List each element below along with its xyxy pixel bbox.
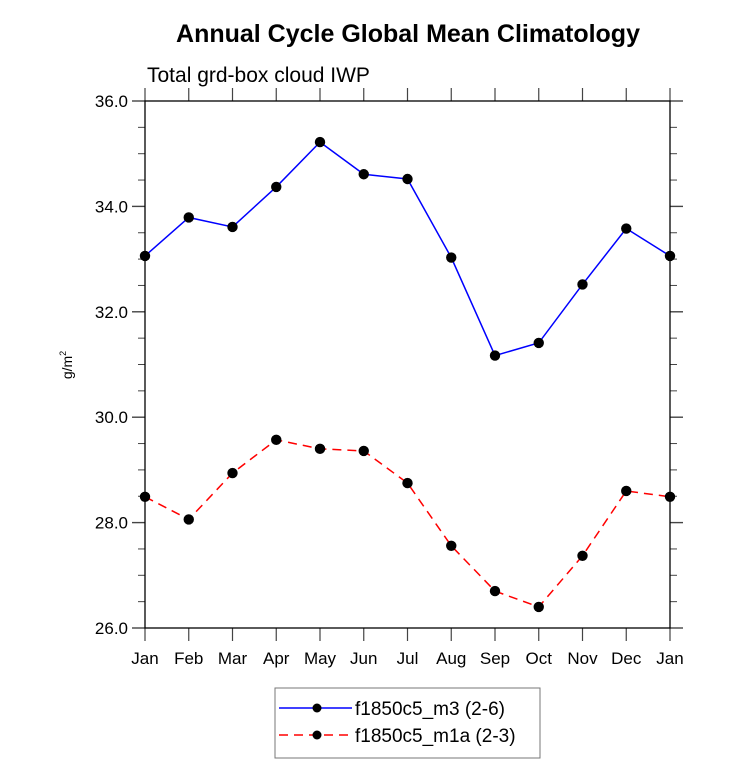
- data-point: [271, 181, 282, 193]
- x-tick-label: Sep: [480, 649, 510, 668]
- x-tick-label: Nov: [567, 649, 598, 668]
- x-tick-label: Feb: [174, 649, 203, 668]
- plot-frame: [144, 100, 671, 629]
- series-1: [139, 136, 676, 361]
- series-line: [144, 439, 671, 608]
- y-axis-label-text: g/m: [59, 356, 75, 379]
- data-point: [577, 279, 588, 290]
- data-point: [314, 136, 326, 148]
- x-tick-label: Jan: [656, 649, 683, 668]
- legend-label: f1850c5_m3 (2-6): [355, 699, 505, 720]
- y-tick-labels: 26.0 28.0 30.0 32.0 34.0 36.0: [95, 92, 128, 638]
- data-point: [446, 252, 457, 263]
- data-point: [621, 223, 632, 234]
- y-tick-label: 32.0: [95, 303, 128, 322]
- y-axis-label-superscript: 2: [58, 351, 68, 356]
- data-point: [358, 445, 369, 457]
- x-tick-label: Dec: [611, 649, 642, 668]
- legend-entry: f1850c5_m3 (2-6): [279, 699, 505, 720]
- y-axis-label: g/m2: [58, 351, 75, 379]
- data-point: [402, 173, 413, 185]
- x-tick-label: Jul: [397, 649, 419, 668]
- x-tick-label: Aug: [436, 649, 466, 668]
- x-tick-label: Apr: [263, 649, 290, 668]
- x-tick-label: Jun: [350, 649, 377, 668]
- data-point: [314, 443, 326, 455]
- x-tick-labels: Jan Feb Mar Apr May Jun Jul Aug Sep Oct Nov Dec Jan: [131, 649, 683, 668]
- data-point: [358, 169, 369, 180]
- legend-label: f1850c5_m1a (2-3): [355, 726, 516, 747]
- chart-subtitle: Total grd-box cloud IWP: [147, 64, 370, 87]
- y-tick-label: 30.0: [95, 408, 128, 427]
- axis-ticks: [132, 88, 683, 641]
- x-tick-label: Jan: [131, 649, 158, 668]
- svg-text:g/m2: g/m2: [58, 351, 75, 379]
- data-point: [402, 477, 413, 489]
- data-point: [183, 514, 194, 525]
- data-point: [489, 585, 501, 597]
- series-layer: [139, 136, 676, 613]
- data-point: [271, 434, 282, 446]
- legend-marker: [312, 730, 322, 740]
- series-2: [139, 434, 676, 613]
- data-point: [183, 212, 194, 223]
- data-point: [446, 540, 457, 551]
- data-point: [533, 601, 544, 613]
- legend-entry: f1850c5_m1a (2-3): [279, 726, 516, 747]
- data-point: [621, 485, 632, 497]
- data-point: [227, 467, 238, 479]
- legend-marker: [312, 703, 322, 713]
- legend-box: [274, 687, 541, 759]
- chart-title: Annual Cycle Global Mean Climatology: [176, 20, 640, 48]
- legend: f1850c5_m3 (2-6) f1850c5_m1a (2-3): [274, 687, 541, 759]
- x-tick-label: May: [304, 649, 337, 668]
- x-tick-label: Mar: [218, 649, 248, 668]
- y-tick-label: 36.0: [95, 92, 128, 111]
- data-point: [577, 550, 588, 562]
- y-tick-label: 28.0: [95, 514, 128, 533]
- y-tick-label: 26.0: [95, 619, 128, 638]
- y-tick-label: 34.0: [95, 197, 128, 216]
- data-point: [489, 350, 501, 361]
- data-point: [227, 221, 238, 233]
- data-point: [533, 337, 544, 349]
- x-tick-label: Oct: [526, 649, 553, 668]
